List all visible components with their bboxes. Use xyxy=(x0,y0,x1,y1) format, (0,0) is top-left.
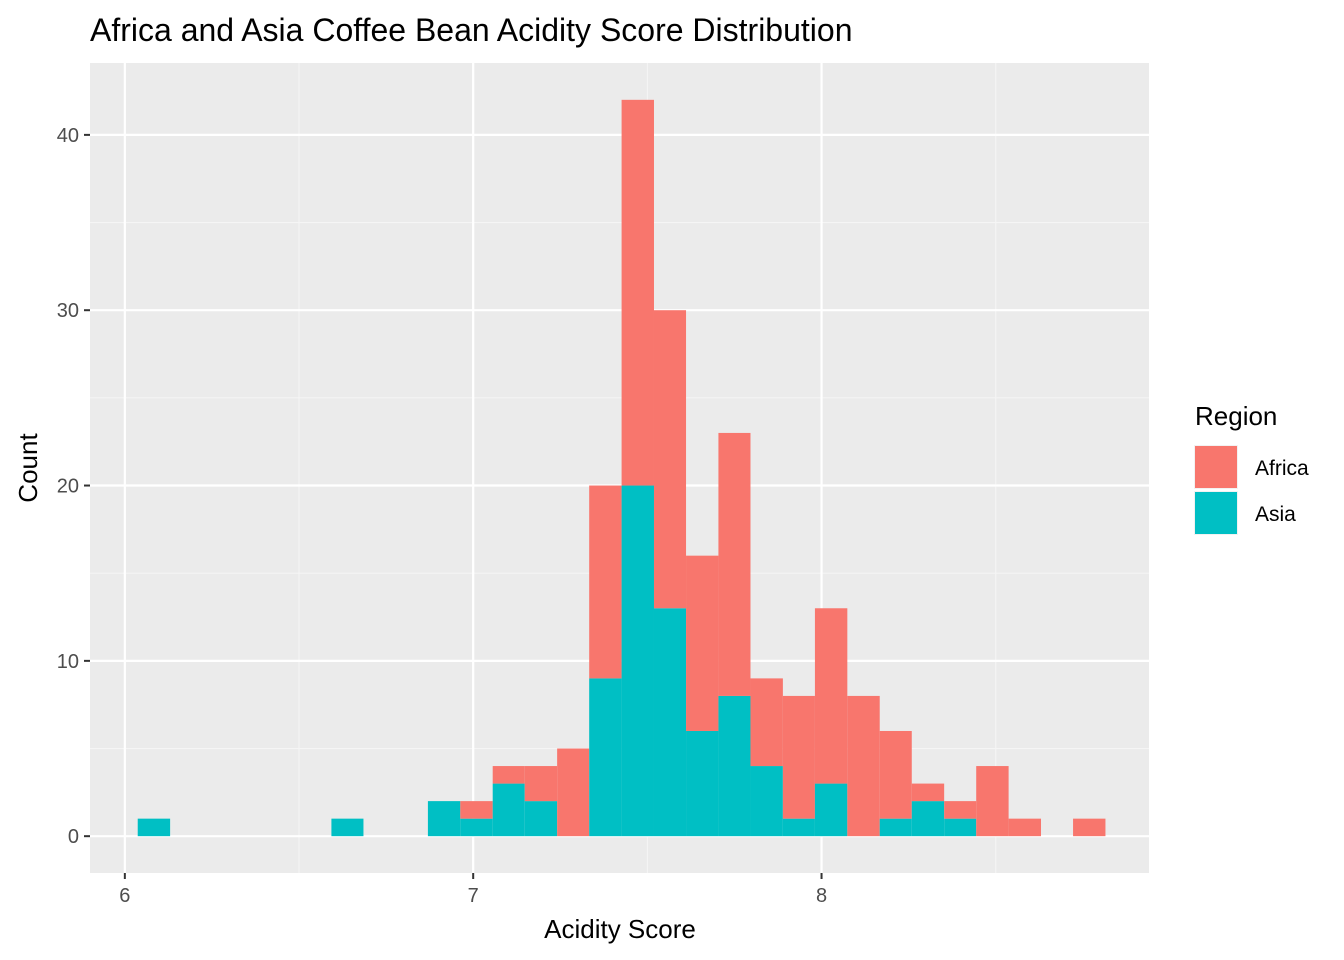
bar-africa xyxy=(814,608,848,784)
bar-asia xyxy=(427,801,461,837)
bar-africa xyxy=(1008,818,1042,837)
bar-africa xyxy=(976,766,1009,837)
bar-africa xyxy=(782,695,815,819)
histogram-bars xyxy=(137,99,1106,837)
bar-africa xyxy=(653,310,687,609)
y-axis-title: Count xyxy=(13,433,43,503)
bar-africa xyxy=(557,748,590,837)
bar-africa xyxy=(944,801,977,819)
bar-asia xyxy=(879,818,912,837)
legend-label-africa: Africa xyxy=(1255,457,1309,480)
bar-africa xyxy=(524,766,558,802)
bar-asia xyxy=(492,783,525,837)
y-tick-label: 30 xyxy=(57,300,79,322)
bar-africa xyxy=(621,99,654,486)
bar-africa xyxy=(879,730,912,819)
legend-items: Africa Asia xyxy=(1194,445,1309,535)
y-tick-label: 10 xyxy=(57,651,79,673)
y-tick-label: 20 xyxy=(57,476,79,498)
bar-asia xyxy=(750,766,783,837)
bar-africa xyxy=(1073,818,1106,837)
x-axis-title: Acidity Score xyxy=(544,914,696,944)
bar-africa xyxy=(589,485,622,679)
x-axis: 6 7 8 xyxy=(119,873,827,907)
x-tick-label: 7 xyxy=(468,885,479,907)
bar-africa xyxy=(718,432,751,696)
legend: Region Africa Asia xyxy=(1194,401,1309,535)
bar-africa xyxy=(460,801,493,819)
bar-asia xyxy=(589,678,622,837)
bar-asia xyxy=(782,818,815,837)
bar-africa xyxy=(492,766,525,784)
x-tick-label: 6 xyxy=(119,885,130,907)
legend-title: Region xyxy=(1195,401,1277,431)
y-tick-label: 0 xyxy=(68,826,79,848)
legend-label-asia: Asia xyxy=(1255,503,1296,526)
bar-asia xyxy=(814,783,848,837)
y-tick-label: 40 xyxy=(57,125,79,147)
y-axis: 0 10 20 30 40 xyxy=(57,125,90,848)
bar-asia xyxy=(944,818,977,837)
bar-asia xyxy=(621,485,654,837)
chart-title: Africa and Asia Coffee Bean Acidity Scor… xyxy=(90,12,852,48)
bar-asia xyxy=(137,818,171,837)
legend-key-africa xyxy=(1195,446,1237,488)
bar-asia xyxy=(686,730,719,837)
x-tick-label: 8 xyxy=(816,885,827,907)
bar-asia xyxy=(718,695,751,837)
bar-asia xyxy=(524,801,558,837)
bar-africa xyxy=(686,555,719,731)
bar-asia xyxy=(911,801,945,837)
bar-asia xyxy=(460,818,493,837)
legend-key-asia xyxy=(1195,492,1237,534)
bar-africa xyxy=(847,695,880,837)
bar-africa xyxy=(911,783,945,802)
bar-asia xyxy=(653,608,687,837)
bar-asia xyxy=(331,818,364,837)
bar-africa xyxy=(750,678,783,767)
